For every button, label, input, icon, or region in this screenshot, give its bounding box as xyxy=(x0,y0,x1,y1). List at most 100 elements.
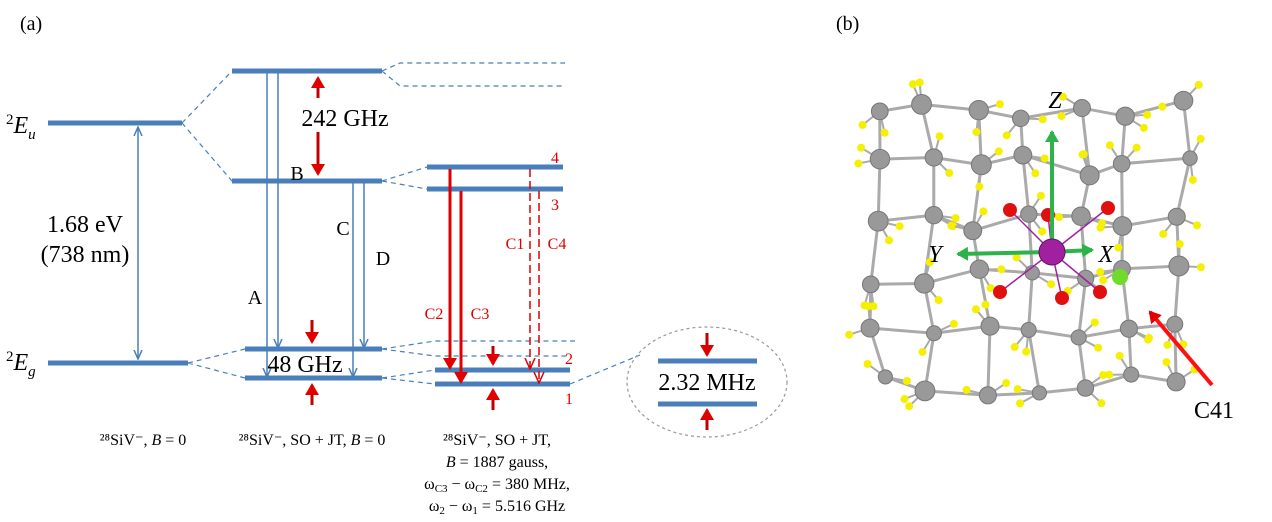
hydrogen xyxy=(1114,244,1122,252)
hydrogen xyxy=(1039,115,1047,123)
hydrogen xyxy=(979,207,987,215)
carbon xyxy=(981,317,999,335)
carbon xyxy=(878,370,892,384)
hydrogen xyxy=(881,129,889,137)
bond xyxy=(1029,214,1032,273)
hydrogen xyxy=(1079,151,1087,159)
transition-label: C2 xyxy=(425,306,444,323)
carbon xyxy=(1169,256,1189,276)
hydrogen xyxy=(1195,81,1203,89)
carbon xyxy=(912,94,932,114)
transition-label: C1 xyxy=(506,236,525,253)
hydrogen xyxy=(1055,213,1063,221)
hydrogen xyxy=(1047,280,1055,288)
carbon xyxy=(979,387,996,404)
oxygen xyxy=(993,285,1007,299)
carbon xyxy=(861,319,879,337)
splitting: 242 GHz xyxy=(301,106,388,132)
caption: ²⁸SiV⁻, SO + JT, B = 0 xyxy=(239,432,386,449)
hydrogen xyxy=(885,236,893,244)
caption: ²⁸SiV⁻, SO + JT, xyxy=(443,432,551,449)
panel-label: (a) xyxy=(20,13,42,35)
hydrogen xyxy=(1116,352,1124,360)
hydrogen xyxy=(864,302,872,310)
shape xyxy=(1039,239,1065,265)
hydrogen xyxy=(950,320,958,328)
level-label: 2Eu xyxy=(6,112,36,143)
carbon xyxy=(1124,367,1139,382)
carbon xyxy=(1080,166,1099,185)
carbon xyxy=(1183,151,1197,165)
caption: ²⁸SiV⁻, B = 0 xyxy=(100,432,187,449)
carbon xyxy=(870,149,889,168)
hydrogen xyxy=(995,147,1003,155)
hydrogen xyxy=(935,296,943,304)
carbon xyxy=(1167,373,1185,391)
caption-part: ²⁸SiV⁻, xyxy=(100,432,152,449)
caption: ω2 − ω1 = 5.516 GHz xyxy=(429,498,565,517)
carbon xyxy=(927,326,942,341)
hydrogen xyxy=(859,121,867,129)
transition-label: C xyxy=(336,218,349,240)
bond xyxy=(988,326,990,395)
hydrogen xyxy=(1159,230,1167,238)
hydrogen xyxy=(1189,176,1197,184)
carbon xyxy=(868,211,888,231)
sup: 2 xyxy=(6,112,14,128)
caption-part: ω xyxy=(429,498,440,515)
hydrogen xyxy=(1041,154,1049,162)
carbon xyxy=(1113,217,1132,236)
carbon xyxy=(970,260,988,278)
hydrogen xyxy=(1106,141,1114,149)
hydrogen xyxy=(901,395,909,403)
state-number: 3 xyxy=(551,197,559,214)
hydrogen xyxy=(1096,268,1104,276)
carbon xyxy=(1116,107,1134,125)
transition-label: D xyxy=(376,248,390,270)
carbon xyxy=(1077,380,1093,396)
hydrogen xyxy=(1145,334,1153,342)
molecule xyxy=(845,78,1205,410)
bond xyxy=(1029,330,1040,393)
bond xyxy=(1122,158,1190,164)
hydrogen xyxy=(1091,318,1099,326)
bond xyxy=(1079,278,1086,337)
hydrogen xyxy=(1162,358,1170,366)
caption-part: B xyxy=(351,432,361,449)
carbon xyxy=(1174,91,1193,110)
hydrogen xyxy=(1003,131,1011,139)
connector xyxy=(182,63,640,384)
hydrogen xyxy=(952,214,960,222)
hydrogen xyxy=(854,159,862,167)
carbon xyxy=(1021,322,1036,337)
carbon xyxy=(915,381,935,401)
hydrogen xyxy=(1193,221,1201,229)
hydrogen xyxy=(1105,371,1113,379)
hydrogen xyxy=(1158,103,1166,111)
gap-energy: 1.68 eV xyxy=(47,212,124,238)
transition-label: C4 xyxy=(548,236,567,253)
carbon xyxy=(969,100,988,119)
hydrogen xyxy=(916,78,924,86)
atom-label: C41 xyxy=(1194,398,1234,424)
hydrogen xyxy=(896,222,904,230)
carbon xyxy=(971,155,991,175)
hydrogen xyxy=(905,402,913,410)
hydrogen xyxy=(1037,192,1045,200)
hydrogen xyxy=(1197,135,1205,143)
axis-label: Z xyxy=(1048,88,1062,114)
caption-part: ²⁸SiV⁻, SO + JT, xyxy=(239,432,351,449)
hydrogen xyxy=(1099,276,1107,284)
splitting: 2.32 MHz xyxy=(658,370,755,396)
carbon xyxy=(1012,110,1028,126)
state-number: 4 xyxy=(551,150,559,167)
hydrogen xyxy=(997,265,1005,273)
caption: B = 1887 gauss, xyxy=(446,454,548,471)
oxygen xyxy=(1003,203,1017,217)
caption-part: C3 xyxy=(435,483,448,495)
hydrogen xyxy=(972,128,980,136)
state-number: 1 xyxy=(565,391,573,408)
hydrogen xyxy=(972,305,980,313)
hydrogen xyxy=(1140,124,1148,132)
main: E xyxy=(13,350,29,376)
